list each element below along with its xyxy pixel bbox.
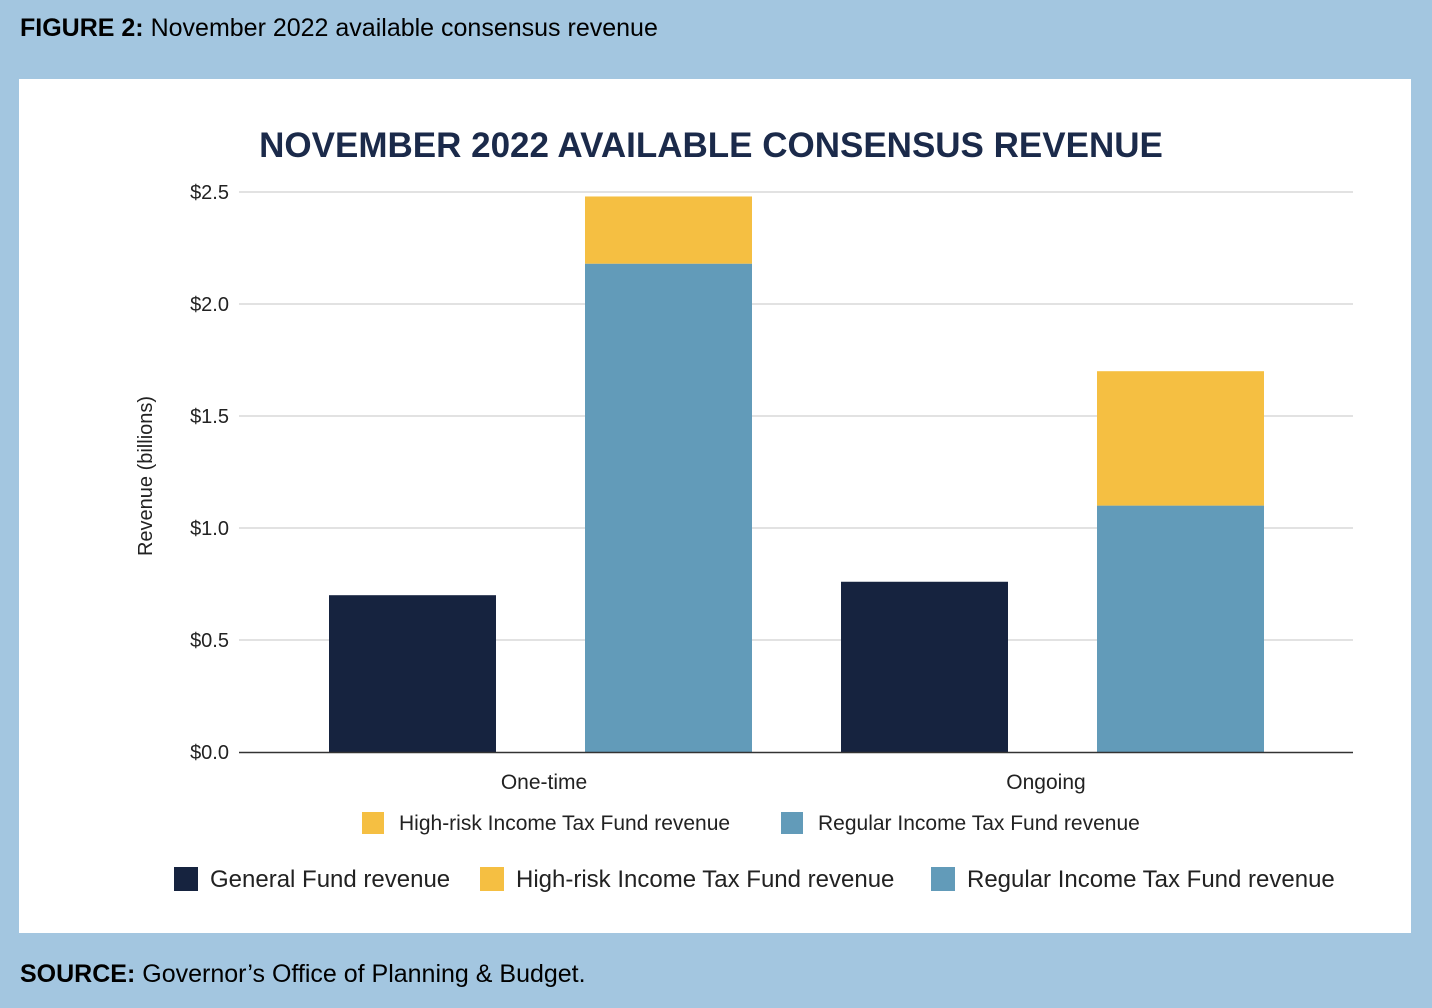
category-labels: One-time Ongoing — [501, 771, 1086, 794]
bar-stack — [841, 581, 1008, 752]
legend-item: Regular Income Tax Fund revenue — [931, 866, 1335, 893]
source-label: SOURCE: — [20, 960, 136, 988]
chart-panel: NOVEMBER 2022 AVAILABLE CONSENSUS REVENU… — [19, 79, 1411, 933]
legend-inner: High-risk Income Tax Fund revenue Regular… — [362, 812, 1140, 835]
legend-item: High-risk Income Tax Fund revenue — [480, 866, 894, 893]
legend-swatch — [174, 867, 198, 891]
figure-caption-text: November 2022 available consensus revenu… — [150, 14, 658, 42]
figure-label: FIGURE 2: — [20, 14, 144, 42]
y-tick-label: $0.5 — [190, 630, 229, 652]
bar-segment — [585, 263, 752, 752]
bar-stack — [585, 196, 752, 752]
y-tick-label: $1.0 — [190, 518, 229, 540]
y-axis-title: Revenue (billions) — [135, 396, 157, 556]
bars — [329, 196, 1264, 752]
bar-segment — [585, 196, 752, 264]
source-note: SOURCE: Governor’s Office of Planning & … — [20, 960, 586, 989]
legend-item: Regular Income Tax Fund revenue — [781, 812, 1140, 835]
legend-swatch — [781, 812, 803, 834]
stacked-bar-chart: NOVEMBER 2022 AVAILABLE CONSENSUS REVENU… — [135, 126, 1353, 893]
legend-swatch — [480, 867, 504, 891]
y-axis-ticks: $0.0 $0.5 $1.0 $1.5 $2.0 $2.5 — [190, 182, 229, 764]
bar-segment — [841, 581, 1008, 752]
legend-label: General Fund revenue — [210, 866, 450, 893]
y-tick-label: $2.5 — [190, 182, 229, 204]
legend-swatch — [931, 867, 955, 891]
y-tick-label: $0.0 — [190, 742, 229, 764]
source-text: Governor’s Office of Planning & Budget. — [142, 960, 586, 988]
legend-label: Regular Income Tax Fund revenue — [818, 812, 1140, 835]
bar-segment — [1097, 505, 1264, 752]
legend-label: High-risk Income Tax Fund revenue — [399, 812, 730, 835]
legend-label: High-risk Income Tax Fund revenue — [516, 866, 894, 893]
bar-segment — [1097, 371, 1264, 506]
y-tick-label: $1.5 — [190, 406, 229, 428]
legend-item: High-risk Income Tax Fund revenue — [362, 812, 730, 835]
bar-stack — [1097, 371, 1264, 752]
bar-segment — [329, 595, 496, 752]
legend-label: Regular Income Tax Fund revenue — [967, 866, 1335, 893]
bar-stack — [329, 595, 496, 752]
chart-title: NOVEMBER 2022 AVAILABLE CONSENSUS REVENU… — [259, 126, 1163, 165]
legend-item: General Fund revenue — [174, 866, 450, 893]
y-tick-label: $2.0 — [190, 294, 229, 316]
x-category-label: Ongoing — [1006, 771, 1085, 794]
figure-caption: FIGURE 2: November 2022 available consen… — [20, 14, 658, 43]
legend-outer: General Fund revenue High-risk Income Tax… — [174, 866, 1335, 893]
legend-swatch — [362, 812, 384, 834]
x-category-label: One-time — [501, 771, 587, 794]
